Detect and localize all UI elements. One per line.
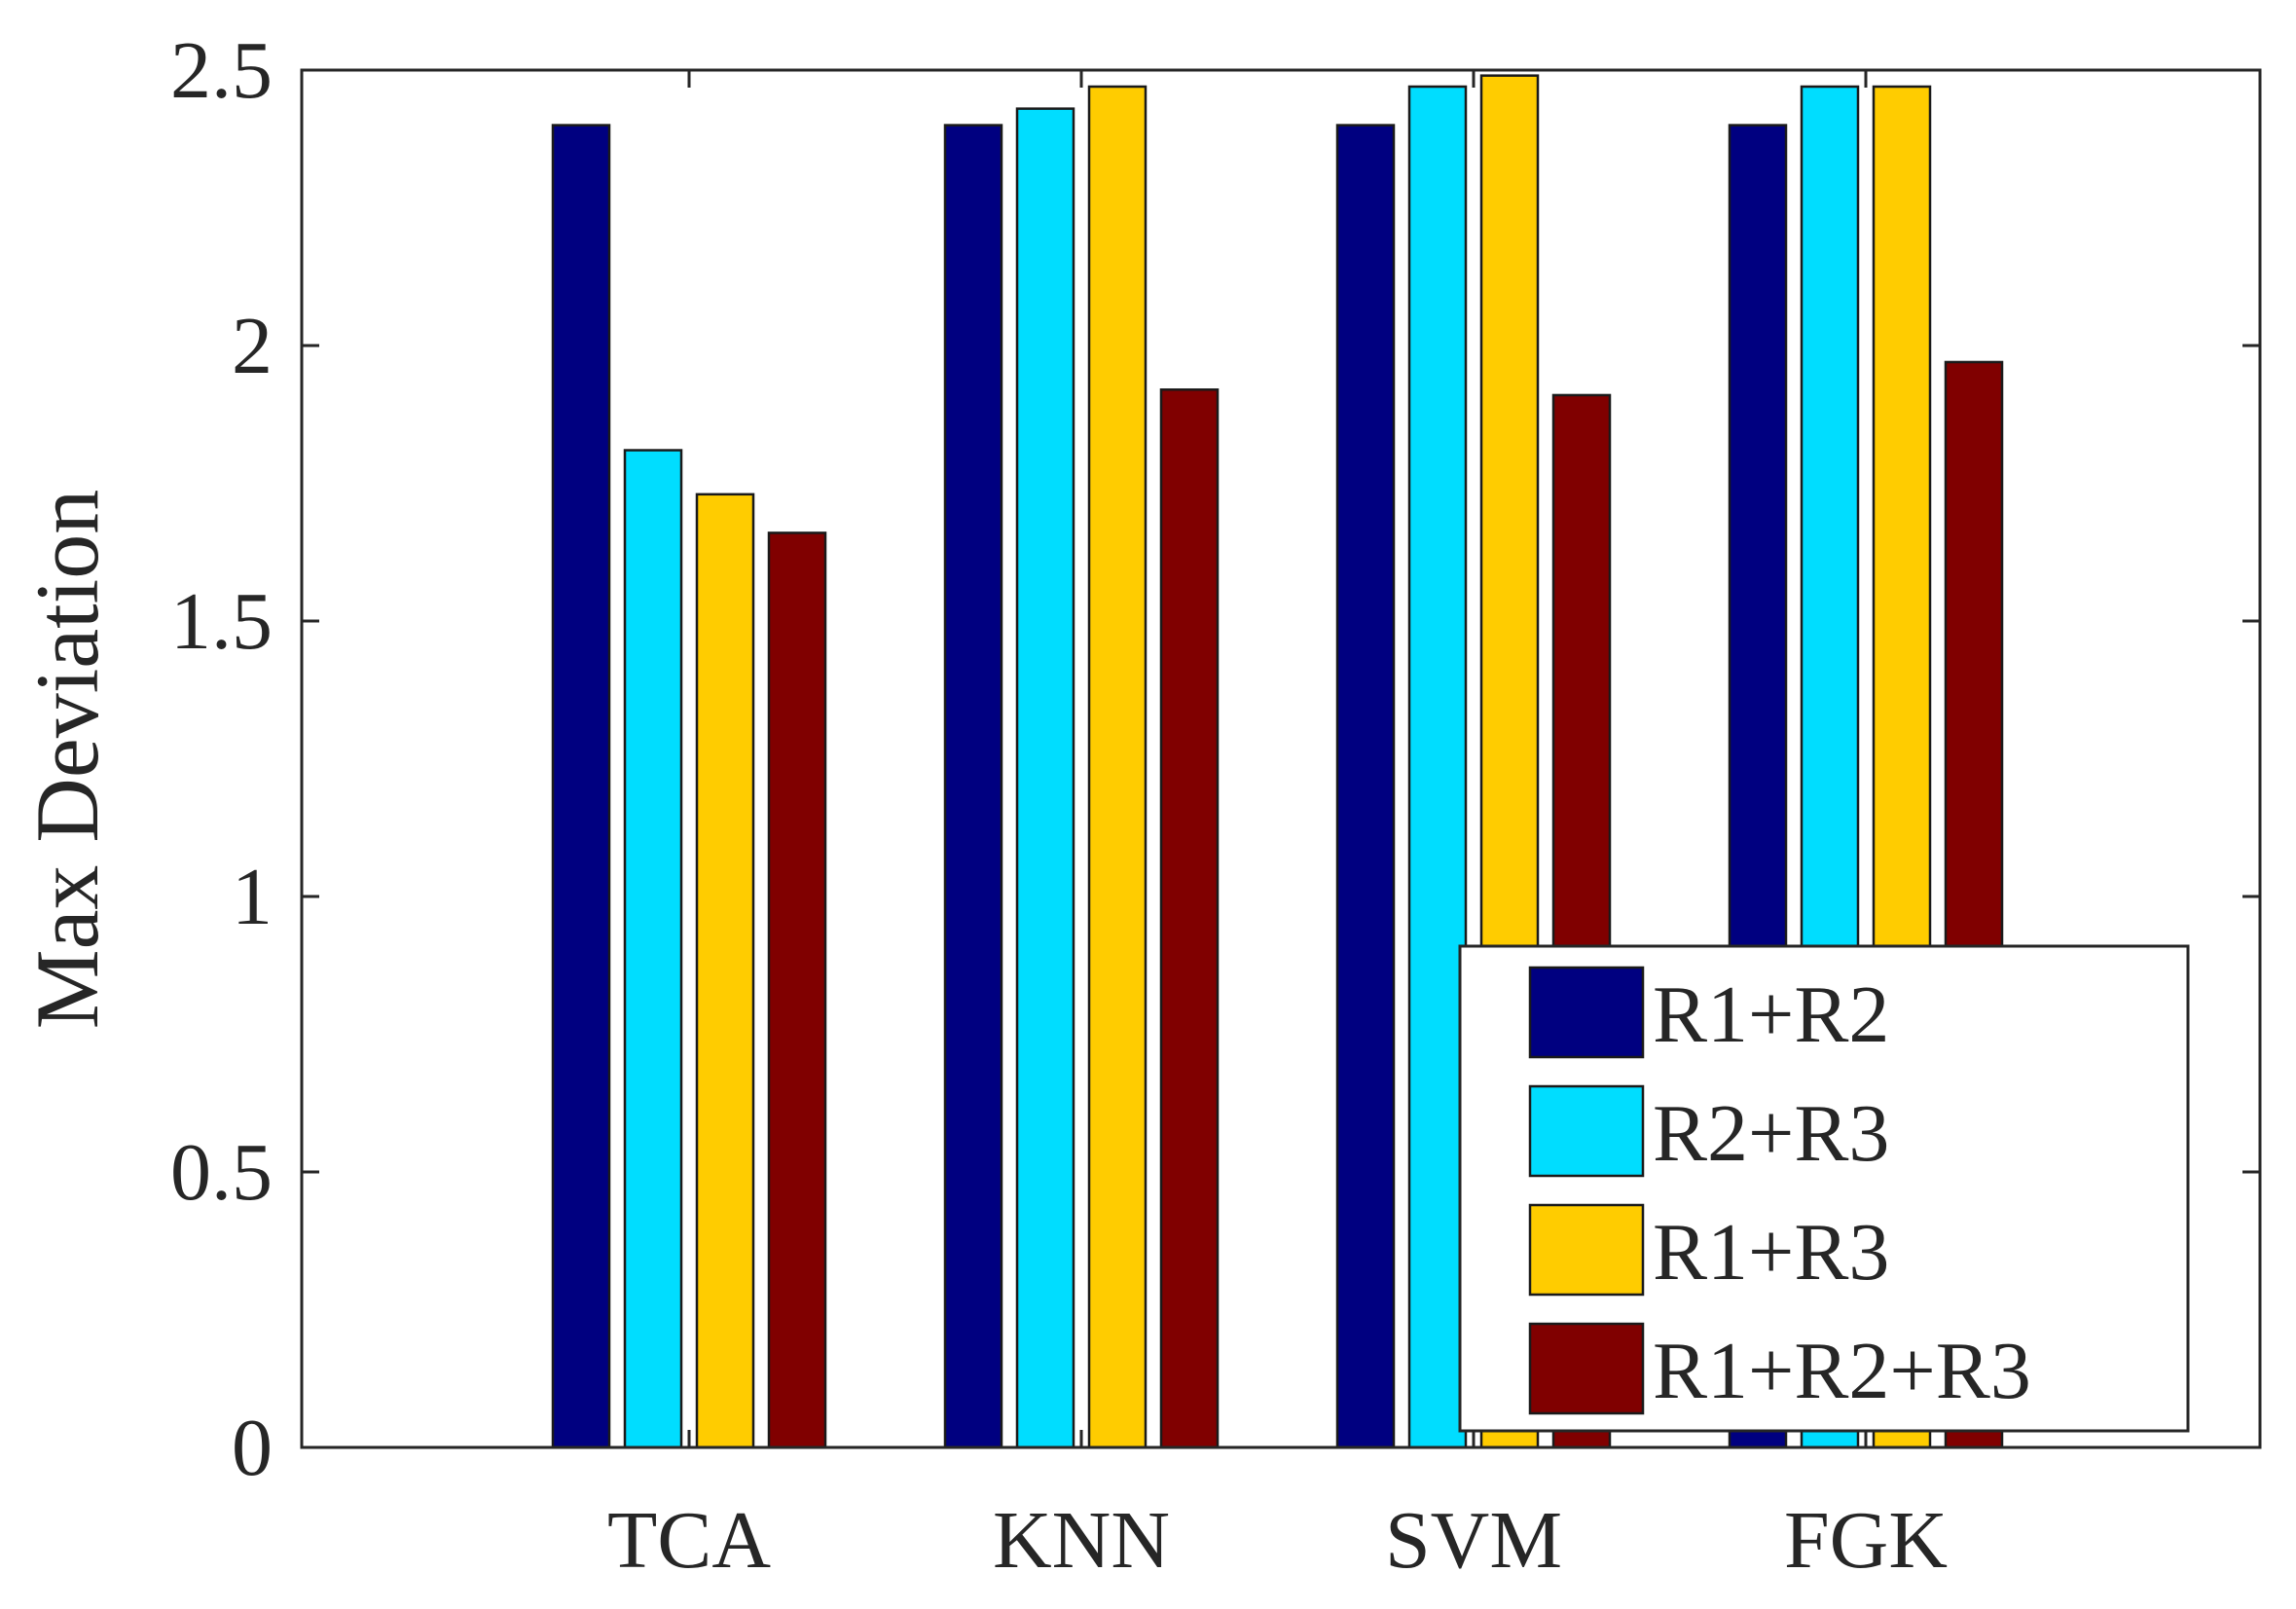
y-tick-label: 0.5 <box>170 1127 273 1218</box>
bar-tca-r1-r2-r3 <box>767 531 827 1449</box>
x-tick-label: SVM <box>1385 1495 1562 1586</box>
bar-knn-r1-r3 <box>1087 85 1148 1449</box>
bar-tca-r1-r3 <box>695 493 755 1449</box>
legend-swatch <box>1528 1203 1645 1297</box>
legend: R1+R2 R2+R3 R1+R3 R1+R2+R3 <box>1458 944 2190 1433</box>
legend-swatch <box>1528 1084 1645 1178</box>
bar-svm-r1-r2 <box>1335 124 1396 1449</box>
plot-frame <box>300 68 2262 1449</box>
y-tick-label: 2.5 <box>170 25 273 116</box>
bar-tca-r1-r2 <box>551 124 611 1449</box>
legend-label: R1+R3 <box>1653 1207 1889 1298</box>
x-tick-label: KNN <box>993 1495 1170 1586</box>
legend-swatch <box>1528 1322 1645 1415</box>
bar-knn-r1-r2 <box>943 124 1003 1449</box>
y-tick-label: 1 <box>232 852 273 942</box>
y-tick-label: 2 <box>232 301 273 391</box>
legend-swatch <box>1528 966 1645 1059</box>
bar-knn-r1-r2-r3 <box>1159 388 1220 1449</box>
bar-knn-r2-r3 <box>1015 107 1075 1449</box>
bar-svm-r2-r3 <box>1407 85 1468 1449</box>
bars-group <box>551 74 2004 1449</box>
bar-tca-r2-r3 <box>623 449 683 1449</box>
y-axis-label: Max Deviation <box>18 490 117 1029</box>
y-tick-label: 1.5 <box>170 576 273 667</box>
x-tick-label: FGK <box>1784 1495 1948 1586</box>
y-tick-labels: 0 0.5 1 1.5 2 2.5 <box>170 25 273 1493</box>
x-tick-labels: TCA KNN SVM FGK <box>607 1495 1948 1586</box>
x-tick-label: TCA <box>607 1495 771 1586</box>
legend-label: R2+R3 <box>1653 1088 1889 1179</box>
legend-label: R1+R2 <box>1653 969 1889 1060</box>
y-tick-label: 0 <box>232 1403 273 1493</box>
legend-label: R1+R2+R3 <box>1653 1326 2031 1416</box>
